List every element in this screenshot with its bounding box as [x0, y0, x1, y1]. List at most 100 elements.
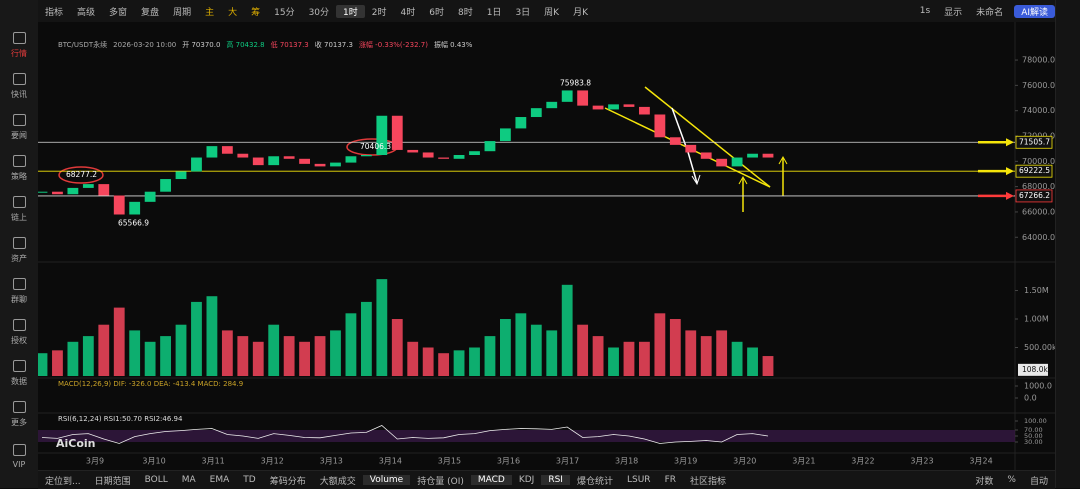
indicator-button[interactable]: 持仓量 (OI): [417, 476, 464, 487]
indicator-button[interactable]: BOLL: [144, 475, 168, 485]
y-tick-label: 1.50M: [1024, 286, 1049, 295]
period-button[interactable]: 周K: [544, 7, 560, 18]
period-button[interactable]: 8时: [457, 7, 473, 18]
volume-bar: [422, 347, 434, 376]
volume-bar: [685, 330, 697, 376]
period-button[interactable]: 2时: [371, 7, 387, 18]
volume-bar: [530, 324, 542, 376]
mode-button[interactable]: 主: [205, 7, 215, 18]
indicator-button[interactable]: KDJ: [518, 475, 535, 485]
volume-bar: [360, 301, 372, 376]
volume-bar: [654, 313, 666, 376]
indicator-button[interactable]: 定位到...: [45, 476, 81, 487]
candle: [360, 155, 372, 157]
tool-button[interactable]: 高级: [77, 7, 96, 18]
bottom-toolbar: 定位到... 日期范围 BOLL MA EMA TD 筹码分布 大额成交 Volume 持仓量 (…: [38, 470, 1055, 489]
period-button[interactable]: 1时: [336, 4, 365, 18]
indicator-button[interactable]: FR: [664, 475, 676, 485]
info-text: 低 70137.3: [271, 40, 309, 49]
volume-bar: [762, 356, 774, 376]
indicator-button[interactable]: TD: [243, 475, 256, 485]
mode-button[interactable]: 大: [228, 7, 238, 18]
info-text: 高 70432.8: [226, 40, 264, 49]
axis-option[interactable]: 自动: [1029, 476, 1048, 487]
period-label[interactable]: 周期: [173, 7, 192, 18]
indicator-button[interactable]: MA: [181, 475, 196, 485]
indicator-button[interactable]: Volume: [362, 475, 411, 485]
period-button[interactable]: 3日: [515, 7, 531, 18]
axis-option[interactable]: %: [1007, 475, 1016, 485]
info-text: 振幅 0.43%: [434, 40, 473, 49]
period-button[interactable]: 15分: [274, 7, 295, 18]
x-tick-label: 3月24: [969, 457, 992, 466]
tool-button[interactable]: 显示: [944, 7, 963, 18]
indicator-button[interactable]: EMA: [209, 475, 230, 485]
indicator-button[interactable]: LSUR: [626, 475, 651, 485]
volume-bar: [129, 330, 141, 376]
volume-bar: [206, 296, 218, 376]
volume-bar: [38, 353, 48, 376]
tool-button[interactable]: 1s: [919, 6, 931, 16]
candle: [206, 146, 218, 158]
candle: [623, 104, 635, 107]
candle: [144, 191, 156, 202]
axis-option[interactable]: 对数: [975, 476, 994, 487]
level-arrowhead: [1006, 138, 1014, 147]
period-button[interactable]: 6时: [429, 7, 444, 18]
x-tick-label: 3月12: [261, 457, 284, 466]
indicator-button[interactable]: 社区指标: [690, 476, 727, 487]
chart: BTC/USDT永续 2026-03-20 10:00 开 70370.0 高 704…: [38, 22, 1055, 470]
level-box: [1015, 135, 1053, 149]
indicator-button[interactable]: MACD: [470, 475, 512, 485]
nav-item[interactable]: 快讯: [11, 59, 27, 100]
volume-bar: [160, 336, 171, 376]
volume-bar: [252, 341, 264, 376]
candle: [82, 184, 94, 188]
indicator-button[interactable]: 大额成交: [319, 476, 356, 487]
info-text: 开 70370.0: [182, 41, 220, 49]
rsi-line: [41, 425, 769, 444]
x-tick-label: 3月15: [438, 457, 461, 466]
nav-item[interactable]: 群聊: [11, 264, 27, 305]
period-button[interactable]: 月K: [573, 7, 588, 18]
nav-item[interactable]: VIP: [13, 428, 26, 469]
period-button[interactable]: 1日: [486, 7, 502, 18]
nav-item[interactable]: 更多: [11, 387, 27, 428]
x-tick-label: 3月17: [556, 457, 579, 466]
level-label: 67266.2: [1019, 191, 1050, 200]
indicator-button[interactable]: 筹码分布: [269, 476, 306, 487]
nav-item[interactable]: 策略: [11, 141, 27, 182]
volume-bar: [499, 319, 511, 376]
nav-item[interactable]: 授权: [11, 305, 27, 346]
tool-button[interactable]: AI解读: [1014, 4, 1055, 18]
candle: [113, 195, 125, 215]
indicator-button[interactable]: RSI: [541, 475, 570, 485]
indicator-button[interactable]: 日期范围: [94, 476, 131, 487]
mode-button[interactable]: 筹: [251, 7, 261, 18]
nav-item[interactable]: 要闻: [11, 100, 27, 141]
candle: [453, 155, 465, 159]
level-label: 69222.5: [1019, 166, 1050, 175]
tool-button[interactable]: 未命名: [976, 7, 1004, 18]
level-arrowhead: [1006, 191, 1014, 200]
x-tick-label: 3月9: [86, 457, 104, 466]
volume-bar: [345, 313, 357, 376]
volume-bar: [453, 350, 465, 376]
candle: [221, 146, 233, 154]
period-button[interactable]: 4时: [400, 7, 416, 18]
volume-bar: [268, 324, 280, 376]
nav-item[interactable]: 行情: [11, 18, 27, 59]
nav-item[interactable]: 数据: [11, 346, 27, 387]
volume-bar: [330, 330, 341, 376]
candle: [314, 163, 326, 167]
candle: [484, 141, 496, 152]
volume-bar: [669, 319, 681, 376]
nav-item[interactable]: 资产: [11, 223, 27, 264]
tool-button[interactable]: 指标: [45, 7, 64, 18]
period-button[interactable]: 30分: [308, 7, 330, 18]
indicator-button[interactable]: 爆仓统计: [576, 476, 613, 487]
nav-item[interactable]: 链上: [11, 182, 27, 223]
tool-button[interactable]: 复盘: [141, 7, 160, 18]
tool-button[interactable]: 多窗: [109, 7, 128, 18]
rsi-title: RSI(6,12,24) RSI1:50.70 RSI2:46.94: [58, 415, 183, 423]
